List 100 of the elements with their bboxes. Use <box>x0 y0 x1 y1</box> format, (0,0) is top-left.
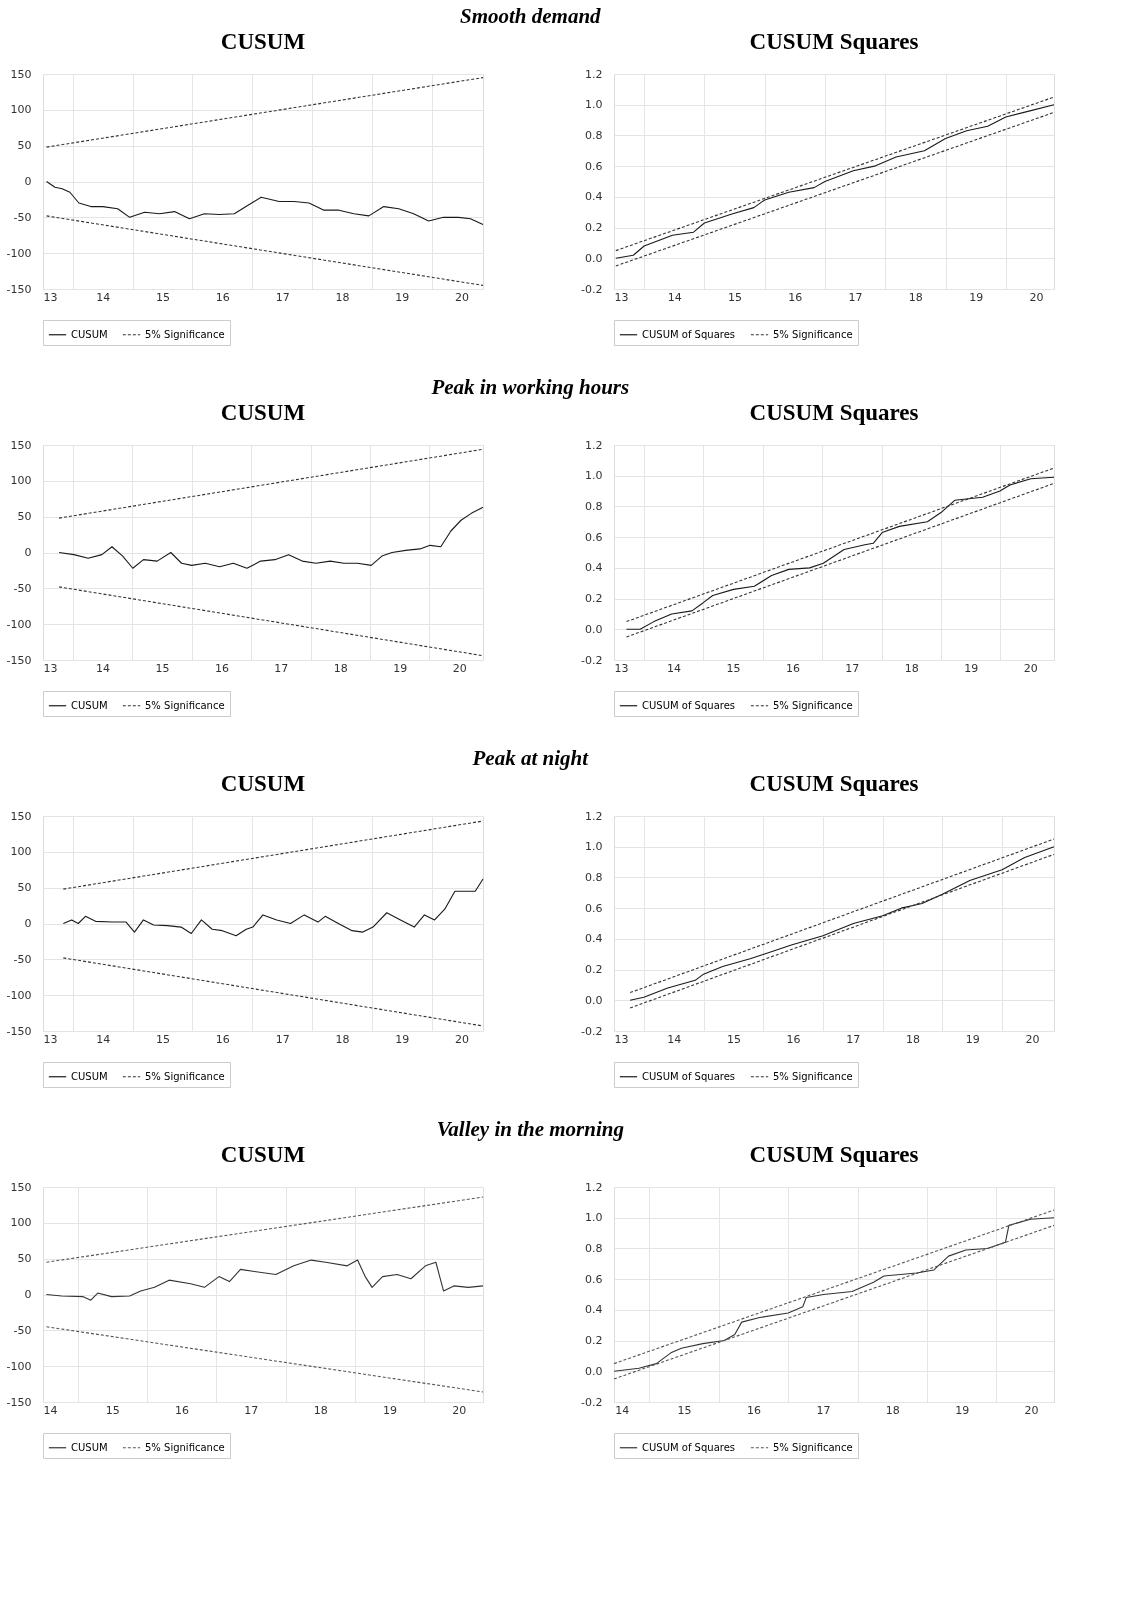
y-tick-label: 0.0 <box>585 993 603 1007</box>
y-tick-label: 0.2 <box>585 592 603 606</box>
x-tick-label: 18 <box>904 661 919 675</box>
x-tick-label: 16 <box>786 1032 801 1046</box>
chart-title: CUSUM Squares <box>749 1142 919 1167</box>
y-tick-label: 1.2 <box>585 438 603 452</box>
legend-label: 5% Significance <box>145 1441 225 1453</box>
legend-label: 5% Significance <box>773 328 853 340</box>
x-tick-label: 15 <box>155 661 170 675</box>
legend-label: CUSUM of Squares <box>642 328 736 340</box>
y-tick-label: -100 <box>6 617 32 631</box>
chart-title: CUSUM <box>220 1142 306 1167</box>
y-tick-label: 1.2 <box>585 809 603 823</box>
x-tick-label: 14 <box>95 661 110 675</box>
x-tick-label: 16 <box>215 290 230 304</box>
text: Peak at night <box>471 745 590 770</box>
x-tick-label: 15 <box>105 1403 120 1417</box>
legend-label: 5% Significance <box>773 1441 853 1453</box>
chart-title: CUSUM <box>220 771 306 796</box>
x-tick-label: 14 <box>667 290 682 304</box>
y-tick-label: 50 <box>17 1252 32 1266</box>
legend-label: CUSUM <box>71 699 108 711</box>
y-tick-label: 0.0 <box>585 622 603 636</box>
legend-label: CUSUM of Squares <box>642 1070 736 1082</box>
x-tick-label: 19 <box>395 1032 410 1046</box>
y-tick-label: 0.6 <box>585 1272 603 1286</box>
x-tick-label: 15 <box>156 290 171 304</box>
x-tick-label: 13 <box>614 661 629 675</box>
text: Valley in the morning <box>436 1116 624 1141</box>
y-tick-label: 0.8 <box>585 870 603 884</box>
x-tick-label: 20 <box>452 1403 467 1417</box>
legend-label: 5% Significance <box>773 699 853 711</box>
y-tick-label: 1.0 <box>585 1211 603 1225</box>
y-tick-label: -100 <box>6 246 32 260</box>
y-tick-label: 0.2 <box>585 963 603 977</box>
x-tick-label: 14 <box>666 661 681 675</box>
y-tick-label: 0.2 <box>585 221 603 235</box>
chart-title: CUSUM Squares <box>749 29 919 54</box>
y-tick-label: 50 <box>17 139 32 153</box>
chart-title: CUSUM Squares <box>749 771 919 796</box>
legend-label: 5% Significance <box>145 699 225 711</box>
x-tick-label: 13 <box>43 1032 58 1046</box>
x-tick-label: 18 <box>906 1032 921 1046</box>
chart-title: CUSUM Squares <box>749 400 919 425</box>
legend-label: CUSUM of Squares <box>642 699 736 711</box>
y-tick-label: 150 <box>10 67 32 81</box>
legend-label: CUSUM <box>71 1070 108 1082</box>
y-tick-label: 1.2 <box>585 67 603 81</box>
y-tick-label: -0.2 <box>581 653 603 667</box>
text: Smooth demand <box>459 3 602 28</box>
y-tick-label: 50 <box>17 881 32 895</box>
x-tick-label: 14 <box>43 1403 58 1417</box>
x-tick-label: 15 <box>728 290 743 304</box>
x-tick-label: 19 <box>382 1403 397 1417</box>
y-tick-label: 0.4 <box>585 932 603 946</box>
x-tick-label: 17 <box>848 290 863 304</box>
x-tick-label: 13 <box>614 1032 629 1046</box>
y-tick-label: 0.8 <box>585 1241 603 1255</box>
x-tick-label: 16 <box>785 661 800 675</box>
y-tick-label: 1.0 <box>585 840 603 854</box>
legend-label: 5% Significance <box>773 1070 853 1082</box>
y-tick-label: -100 <box>6 988 32 1002</box>
y-tick-label: -150 <box>6 653 32 667</box>
x-tick-label: 18 <box>335 1032 350 1046</box>
x-tick-label: 20 <box>452 661 467 675</box>
y-tick-label: -50 <box>13 1323 32 1337</box>
y-tick-label: 0.4 <box>585 1303 603 1317</box>
y-tick-label: 0.6 <box>585 901 603 915</box>
x-tick-label: 19 <box>969 290 984 304</box>
x-tick-label: 18 <box>333 661 348 675</box>
y-tick-label: 100 <box>10 845 32 859</box>
x-tick-label: 15 <box>677 1403 692 1417</box>
y-tick-label: -50 <box>13 210 32 224</box>
y-tick-label: 0.0 <box>585 251 603 265</box>
y-tick-label: -150 <box>6 1024 32 1038</box>
x-tick-label: 20 <box>1024 1403 1039 1417</box>
y-tick-label: 1.0 <box>585 98 603 112</box>
chart-title: CUSUM <box>220 400 306 425</box>
y-tick-label: 0.6 <box>585 159 603 173</box>
y-tick-label: -100 <box>6 1359 32 1373</box>
x-tick-label: 14 <box>96 1032 111 1046</box>
x-tick-label: 19 <box>393 661 408 675</box>
y-tick-label: -150 <box>6 1395 32 1409</box>
x-tick-label: 17 <box>816 1403 831 1417</box>
x-tick-label: 17 <box>244 1403 259 1417</box>
y-tick-label: 0 <box>24 546 32 559</box>
x-tick-label: 17 <box>846 1032 861 1046</box>
x-tick-label: 18 <box>885 1403 900 1417</box>
y-tick-label: 1.0 <box>585 469 603 483</box>
y-tick-label: -0.2 <box>581 1024 603 1038</box>
x-tick-label: 13 <box>43 290 58 304</box>
y-tick-label: -150 <box>6 282 32 296</box>
x-tick-label: 19 <box>964 661 979 675</box>
x-tick-label: 20 <box>1029 290 1044 304</box>
x-tick-label: 18 <box>313 1403 328 1417</box>
x-tick-label: 18 <box>335 290 350 304</box>
line-series <box>62 878 484 937</box>
x-tick-label: 20 <box>1025 1032 1040 1046</box>
y-tick-label: 0.4 <box>585 190 603 204</box>
x-tick-label: 16 <box>747 1403 761 1417</box>
